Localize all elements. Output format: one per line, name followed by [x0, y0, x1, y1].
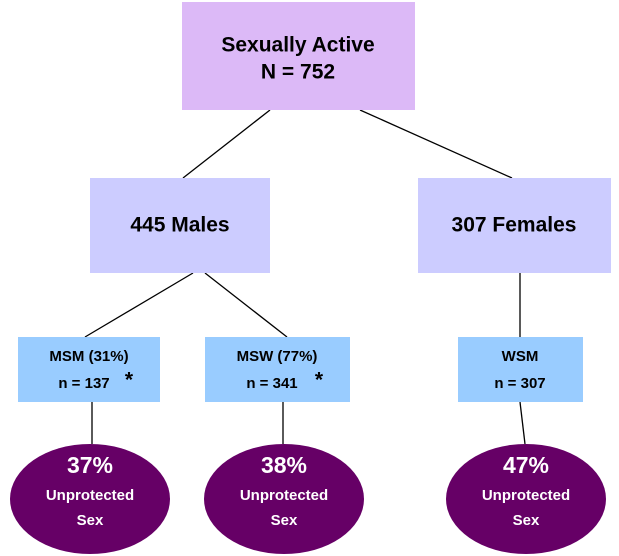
node-text: n = 341 — [246, 375, 297, 392]
msm-box — [18, 337, 160, 402]
connectors — [84, 109, 526, 445]
connector — [84, 272, 194, 338]
females-box — [418, 178, 611, 273]
node-text: 37% — [67, 452, 113, 478]
msw-box — [205, 337, 350, 402]
connector — [359, 109, 513, 179]
node-text: WSM — [502, 348, 539, 365]
connector — [519, 401, 526, 445]
node-text: MSM (31%) — [49, 348, 128, 365]
node-text: 445 Males — [130, 214, 229, 237]
connector — [204, 272, 288, 338]
node-text: Sex — [513, 512, 540, 529]
node-text: 307 Females — [452, 214, 577, 237]
node-text: Unprotected — [240, 487, 328, 504]
node-text: Sex — [271, 512, 298, 529]
node-text: n = 307 — [494, 375, 545, 392]
wsm-box — [458, 337, 583, 402]
node-text: N = 752 — [261, 61, 335, 84]
outcome-ellipse — [10, 444, 170, 554]
connector — [182, 109, 271, 179]
males-box — [90, 178, 270, 273]
node-text: Unprotected — [46, 487, 134, 504]
outcome-ellipse — [204, 444, 364, 554]
root-box — [182, 2, 415, 110]
node-text: 47% — [503, 452, 549, 478]
node-text: Sex — [77, 512, 104, 529]
node-text: n = 137 — [58, 375, 109, 392]
node-note: * — [315, 369, 324, 392]
node-text: Sexually Active — [221, 34, 374, 57]
node-text: 38% — [261, 452, 307, 478]
node-text: MSW (77%) — [237, 348, 318, 365]
node-note: * — [125, 369, 134, 392]
node-text: Unprotected — [482, 487, 570, 504]
outcome-ellipse — [446, 444, 606, 554]
